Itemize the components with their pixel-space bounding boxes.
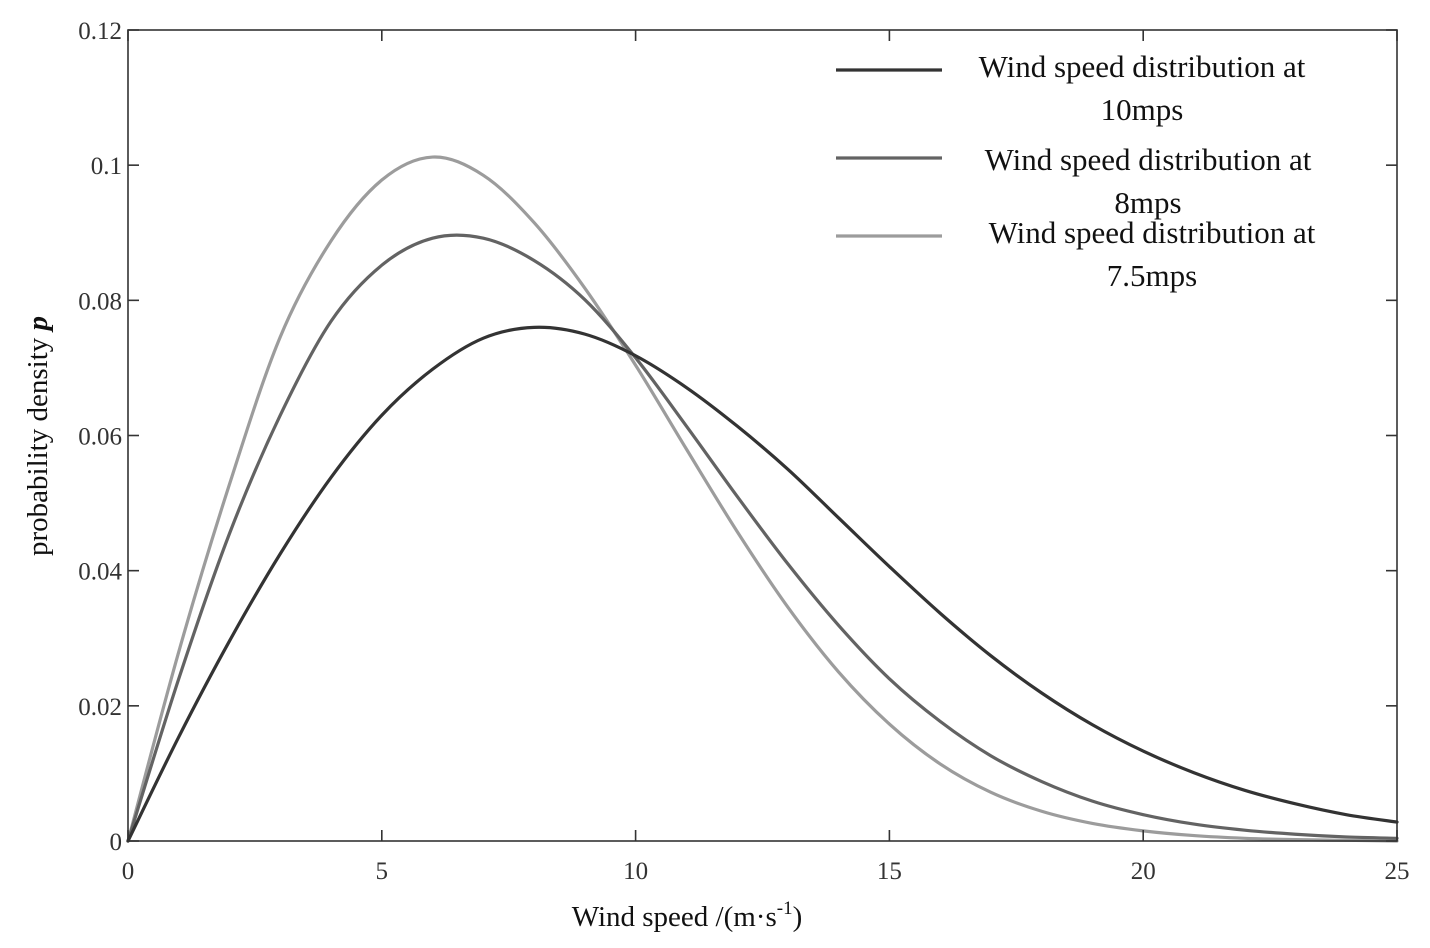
x-tick-label: 10 xyxy=(623,858,648,885)
legend-label-line2: 8mps xyxy=(1114,185,1181,220)
x-tick-label: 20 xyxy=(1131,858,1156,885)
y-tick-label: 0.1 xyxy=(91,153,122,180)
y-tick-label: 0.12 xyxy=(78,18,122,45)
legend-label-line1: Wind speed distribution at xyxy=(985,142,1312,177)
axis-titles: Wind speed /(m·s-1) probability density p xyxy=(22,316,802,933)
y-tick-label: 0.02 xyxy=(78,694,122,721)
legend-item-1: Wind speed distribution at 10mps xyxy=(836,49,1306,127)
y-tick-label: 0.04 xyxy=(78,559,122,586)
y-axis-title: probability density p xyxy=(22,316,54,556)
y-tick-label: 0.06 xyxy=(78,424,122,451)
legend-label-line2: 10mps xyxy=(1101,92,1184,127)
x-tick-label: 15 xyxy=(877,858,902,885)
x-tick-label: 5 xyxy=(376,858,389,885)
legend-item-2: Wind speed distribution at 8mps xyxy=(836,142,1312,220)
series-line-1 xyxy=(126,325,1399,843)
ticks-layer: 0 5 10 15 20 25 0 0.02 0.04 0.06 0.08 0.1 0.12 xyxy=(78,18,1409,885)
x-axis-title: Wind speed /(m·s-1) xyxy=(572,898,803,933)
y-tick-label: 0.08 xyxy=(78,288,122,315)
legend-label-line1: Wind speed distribution at xyxy=(989,215,1316,250)
legend-label-line2: 7.5mps xyxy=(1107,258,1197,293)
legend-item-3: Wind speed distribution at 7.5mps xyxy=(836,215,1316,293)
y-tick-label: 0 xyxy=(110,829,123,856)
series-line-2 xyxy=(126,233,1399,843)
series-line-3 xyxy=(126,155,1399,843)
legend-label-line1: Wind speed distribution at xyxy=(979,49,1306,84)
x-tick-label: 0 xyxy=(122,858,135,885)
series-layer xyxy=(126,155,1399,843)
x-tick-label: 25 xyxy=(1385,858,1410,885)
